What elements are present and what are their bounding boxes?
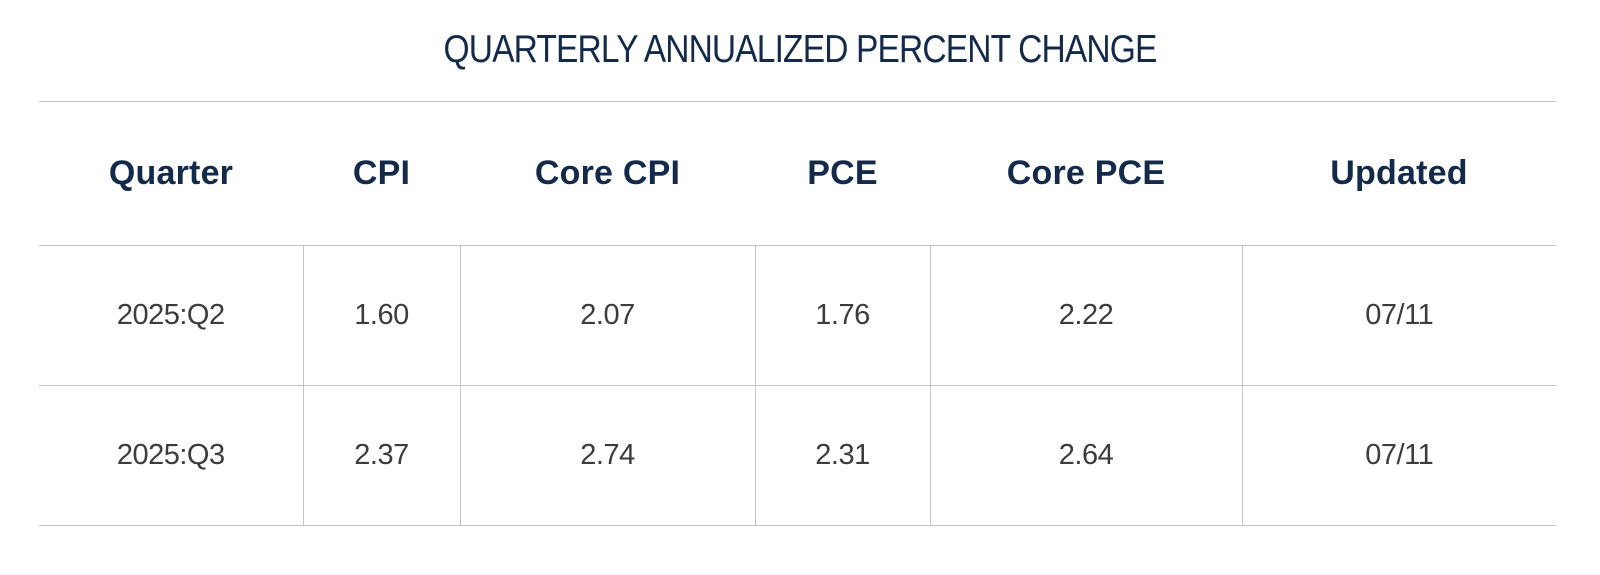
table-row: 2025:Q2 1.60 2.07 1.76 2.22 07/11 [39, 245, 1556, 386]
cell-updated: 07/11 [1241, 385, 1556, 526]
cell-core-pce: 2.22 [929, 245, 1242, 386]
cell-quarter: 2025:Q2 [116, 299, 225, 331]
cell-cpi: 1.60 [302, 245, 460, 386]
cell-core-cpi: 2.07 [459, 245, 755, 386]
cell-updated: 07/11 [1241, 245, 1556, 386]
header-pce: PCE [807, 154, 878, 192]
header-updated: Updated [1330, 154, 1468, 192]
header-quarter: Quarter [108, 154, 234, 192]
cell-core-pce: 2.64 [929, 385, 1242, 526]
header-core-pce: Core PCE [1006, 154, 1166, 192]
cell-pce: 1.76 [754, 245, 930, 386]
header-core-cpi: Core CPI [534, 154, 681, 192]
table-row: 2025:Q3 2.37 2.74 2.31 2.64 07/11 [39, 385, 1556, 526]
cell-cpi: 2.37 [302, 385, 460, 526]
data-table: Quarter CPI Core CPI PCE Core PCE Update… [39, 101, 1556, 526]
cell-quarter: 2025:Q3 [116, 439, 225, 471]
table-title: QUARTERLY ANNUALIZED PERCENT CHANGE [443, 28, 1158, 71]
cell-core-cpi: 2.74 [459, 385, 755, 526]
header-row: Quarter CPI Core CPI PCE Core PCE Update… [39, 101, 1556, 246]
header-cpi: CPI [352, 154, 411, 192]
table-header: Quarter CPI Core CPI PCE Core PCE Update… [39, 101, 1556, 246]
cell-pce: 2.31 [754, 385, 930, 526]
table-body: 2025:Q2 1.60 2.07 1.76 2.22 07/11 2025:Q… [39, 245, 1556, 526]
